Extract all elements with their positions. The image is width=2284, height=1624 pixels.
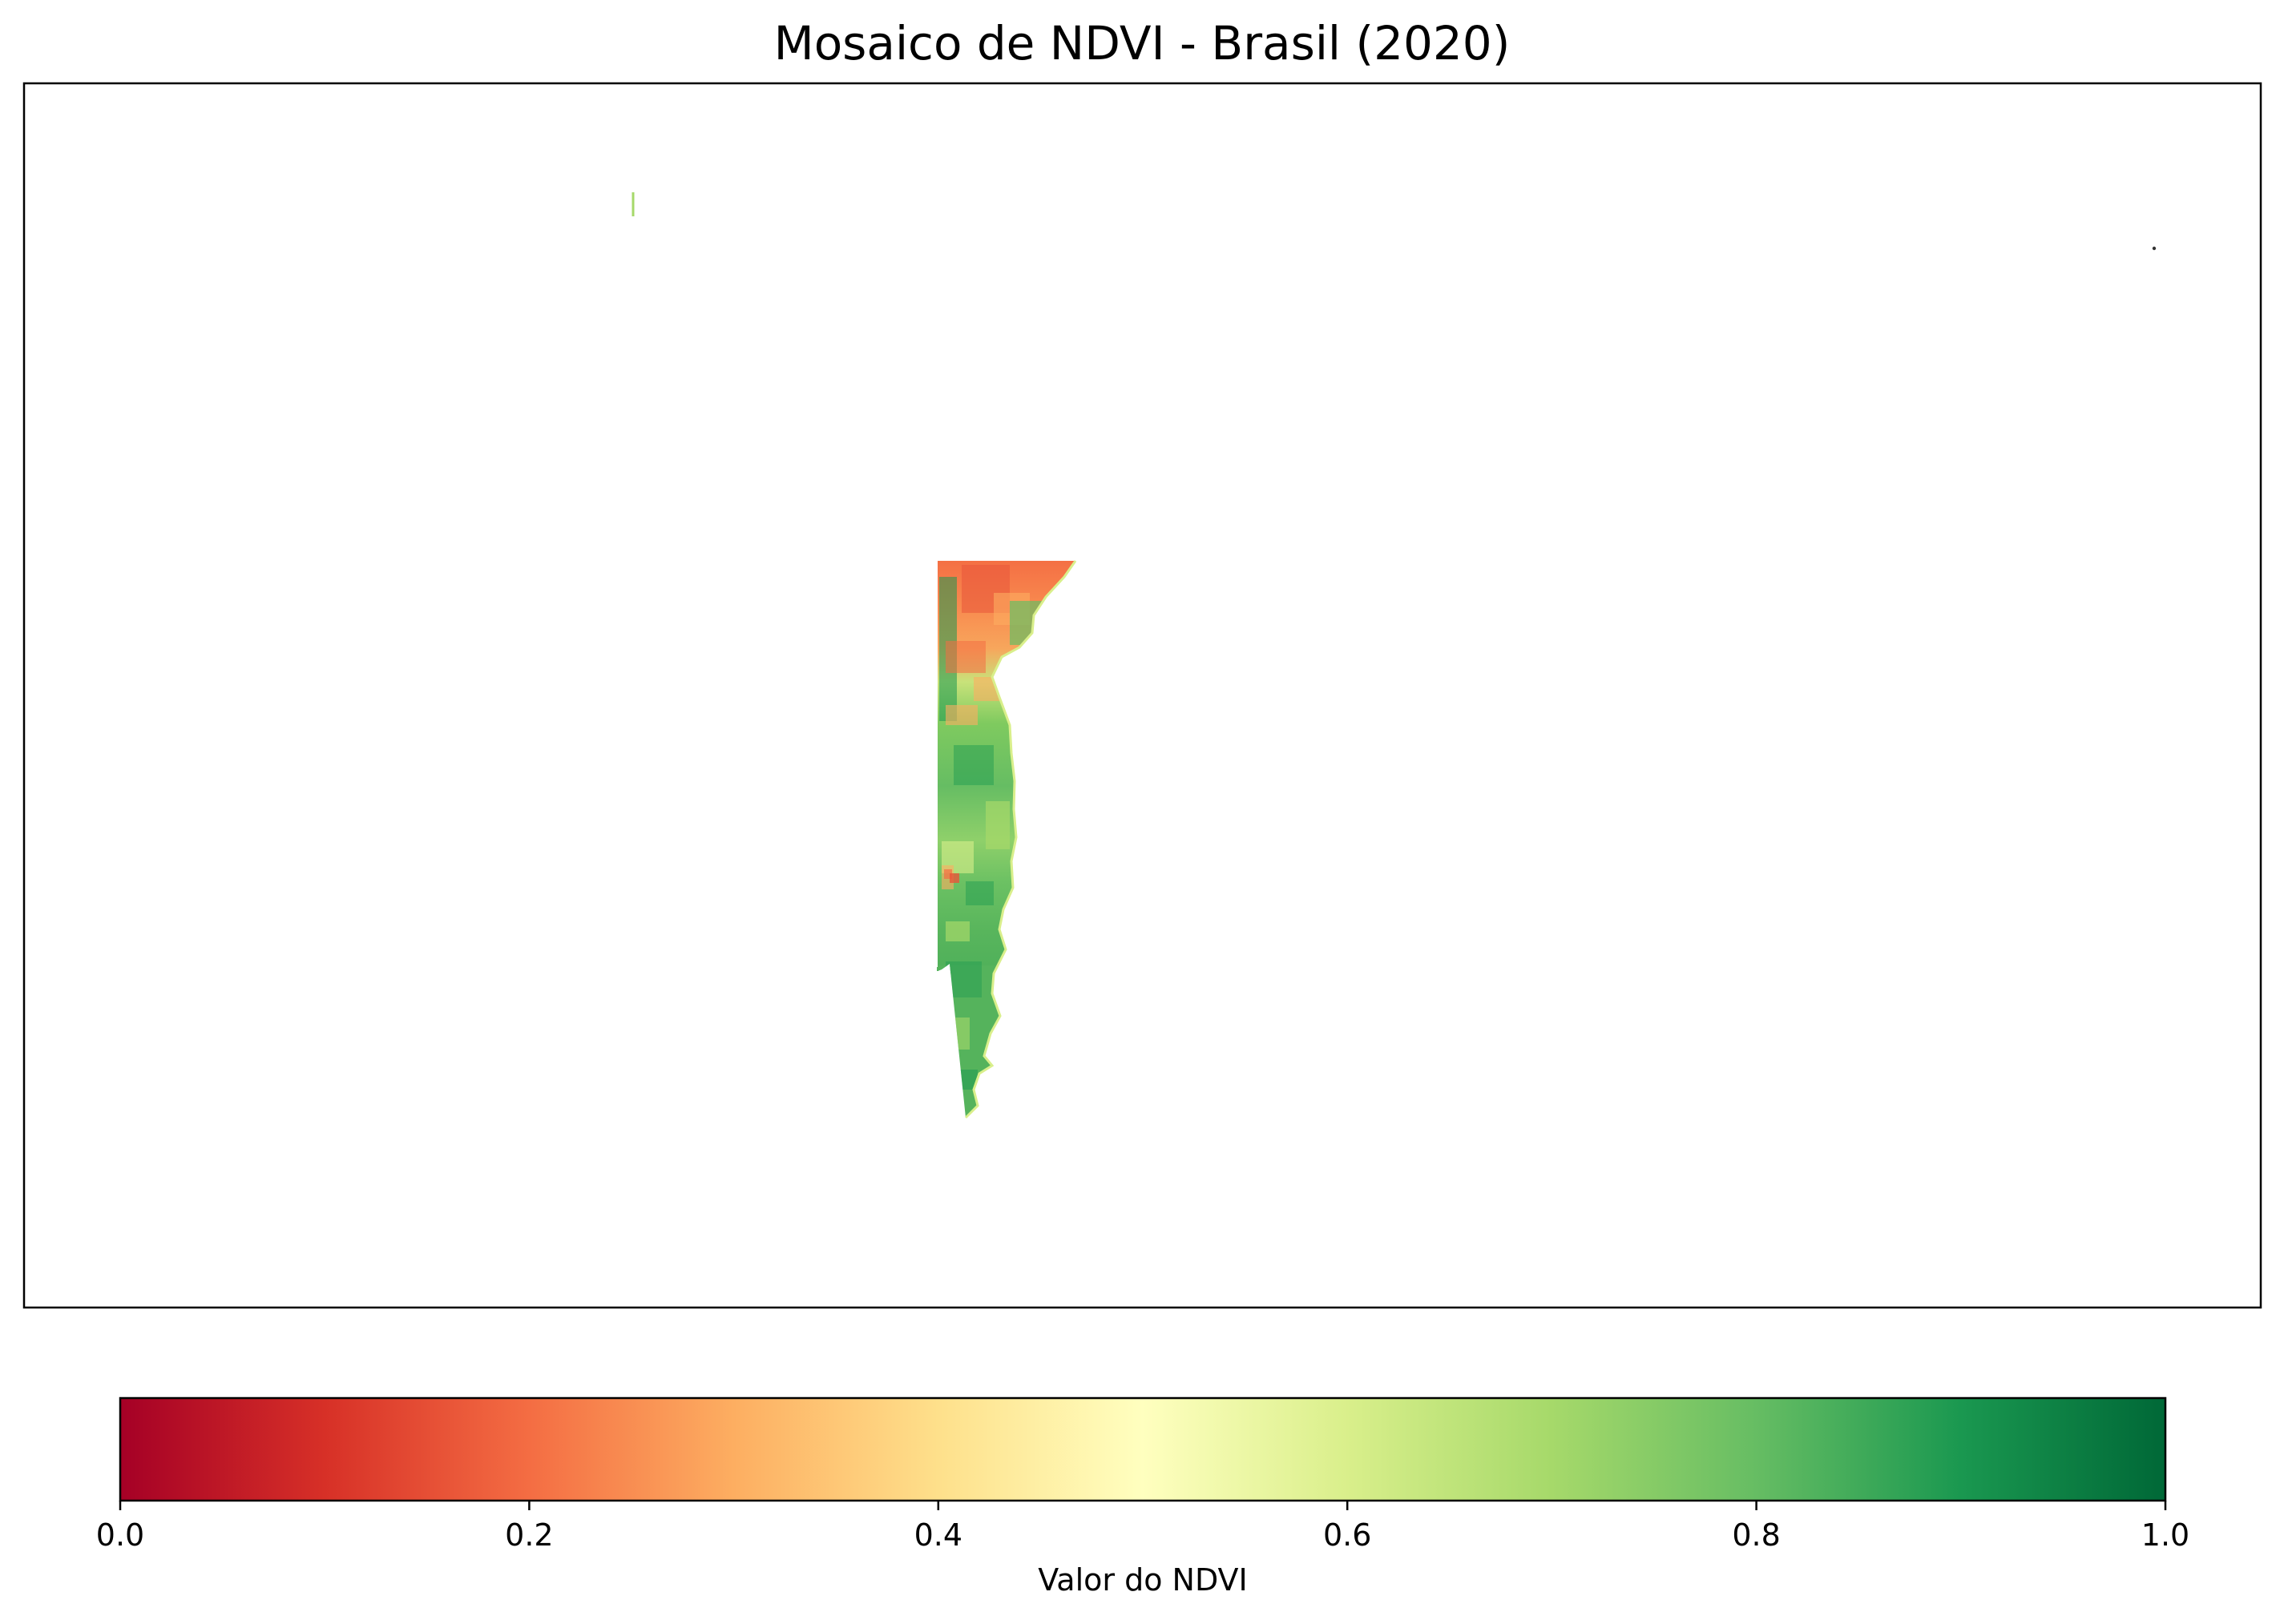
colorbar: 0.0 0.2 0.4 0.6 0.8 1.0 Valor do NDVI: [96, 1396, 2189, 1598]
colorbar-tick-label: 1.0: [2141, 1517, 2189, 1553]
map-title: Mosaico de NDVI - Brasil (2020): [774, 16, 1511, 71]
colorbar-fill: [120, 1398, 2165, 1501]
colorbar-tick-label: 0.4: [914, 1517, 962, 1553]
colorbar-ticks: 0.0 0.2 0.4 0.6 0.8 1.0: [96, 1501, 2189, 1553]
colorbar-tick-label: 0.6: [1323, 1517, 1371, 1553]
colorbar-tick-label: 0.2: [505, 1517, 553, 1553]
colorbar-label: Valor do NDVI: [1038, 1562, 1248, 1598]
colorbar-tick-label: 0.0: [96, 1517, 144, 1553]
raster-artifact-east: [2152, 246, 2157, 251]
map-frame: [22, 82, 2262, 1309]
colorbar-tick-label: 0.8: [1732, 1517, 1780, 1553]
coastline-edge: [964, 560, 1077, 1119]
colorbar-outline: [119, 1396, 2167, 1502]
